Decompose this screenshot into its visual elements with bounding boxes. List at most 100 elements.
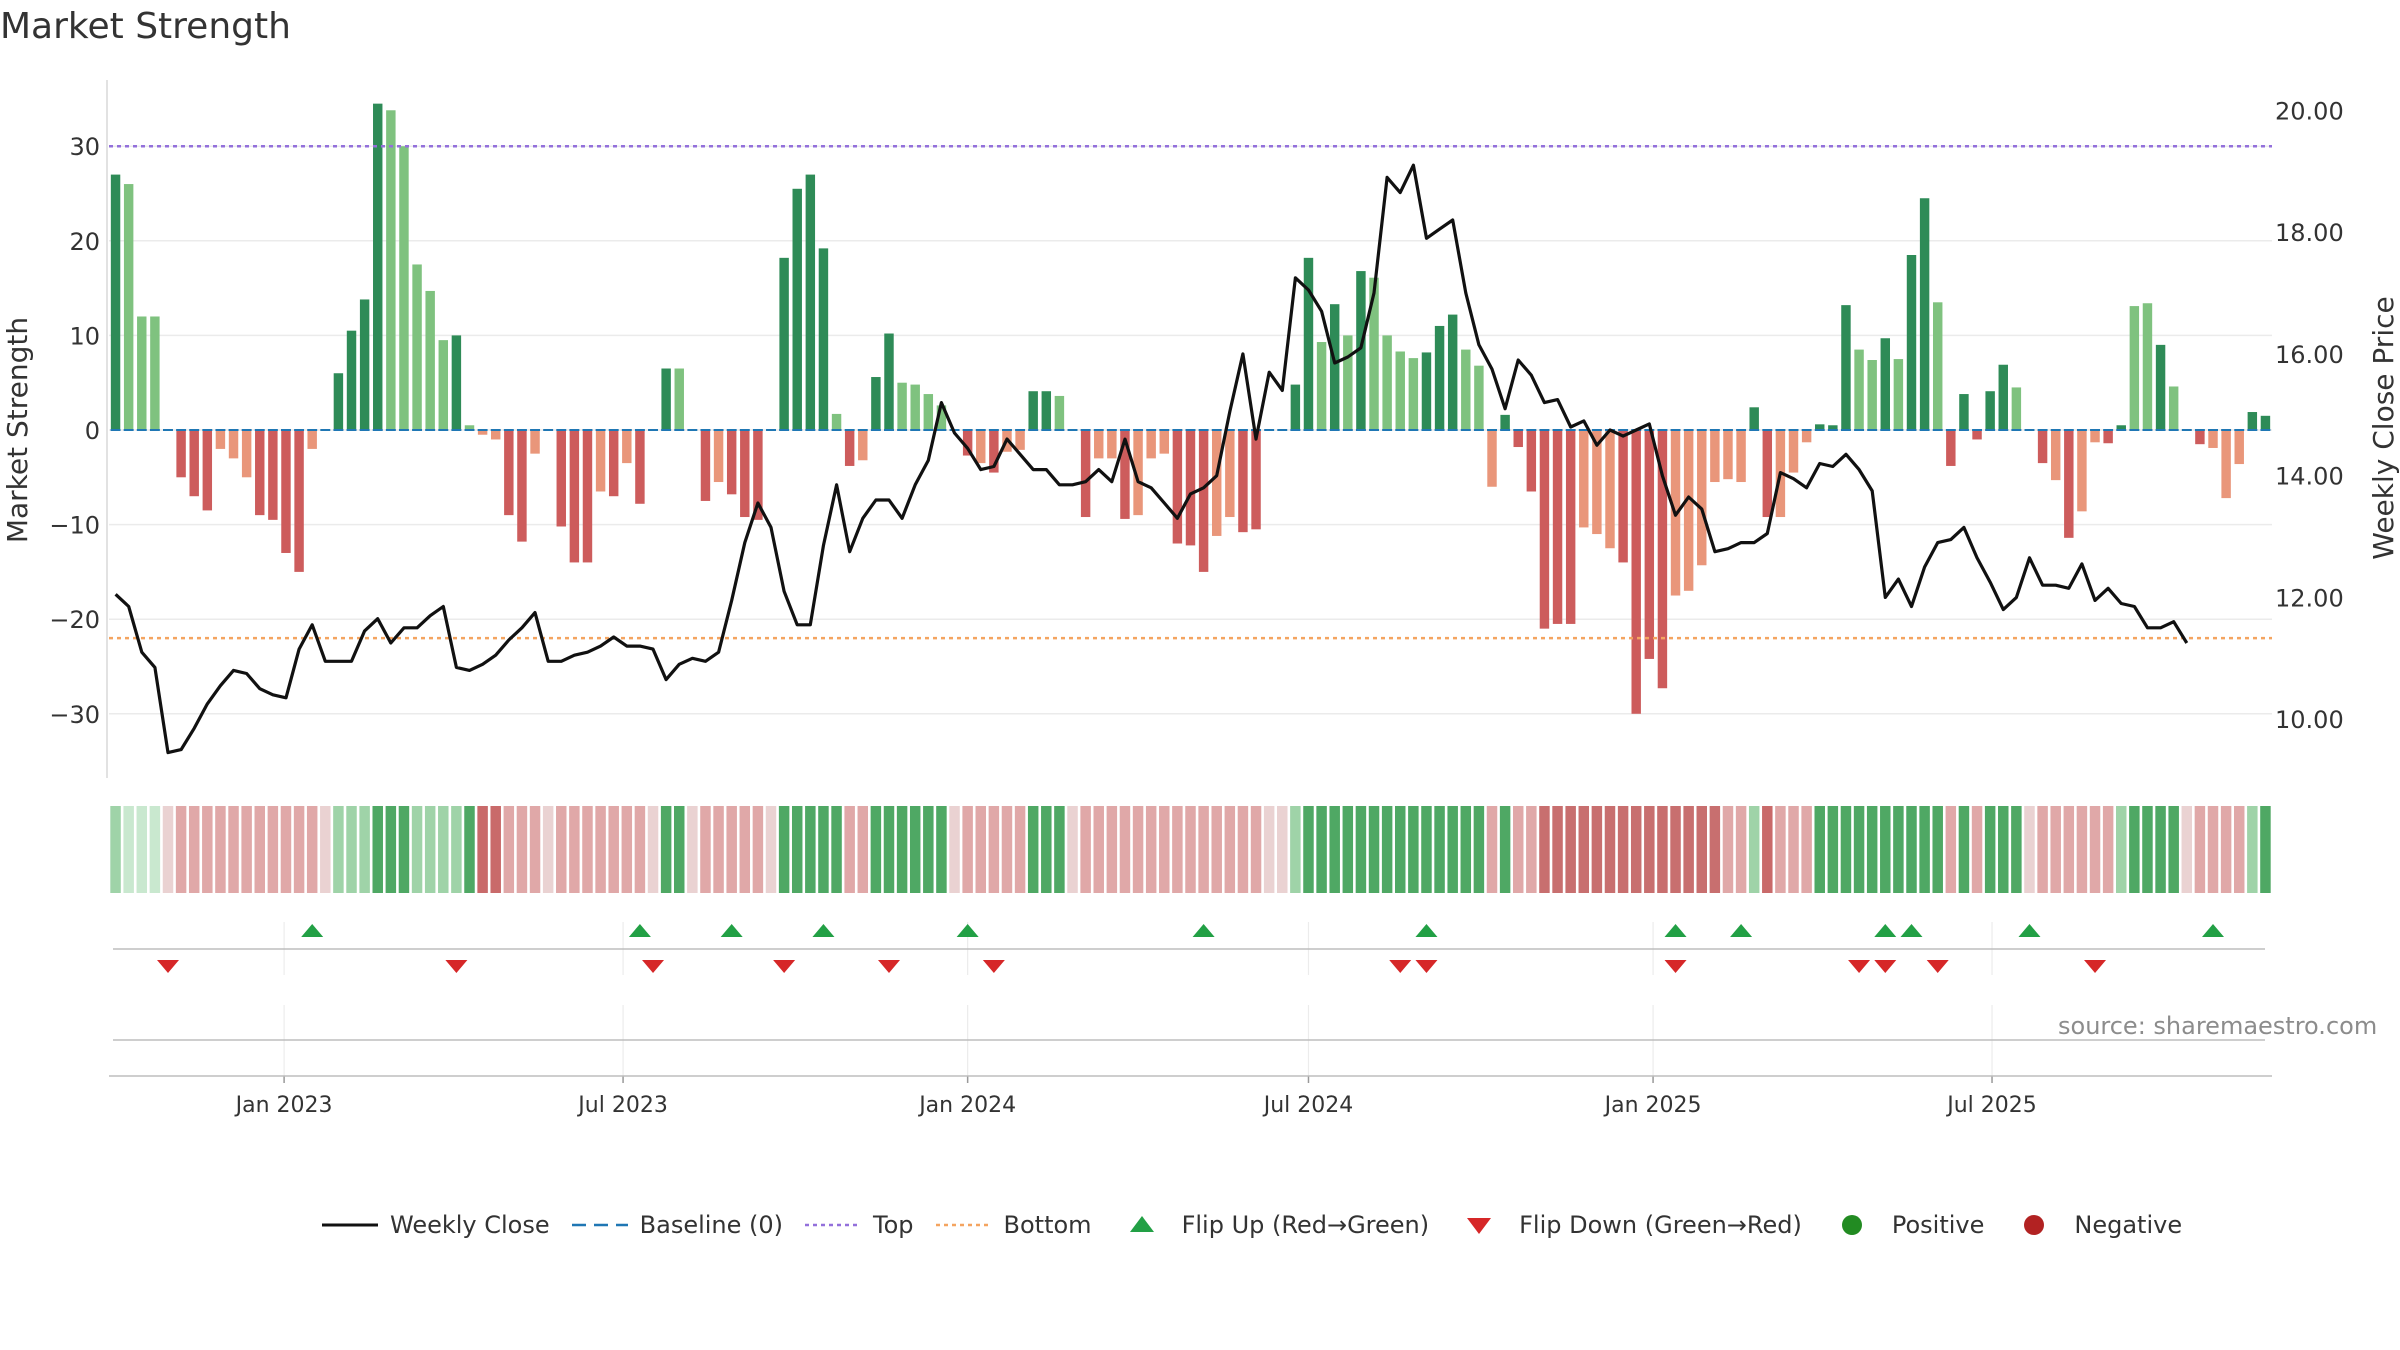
strip-cell: [2102, 806, 2114, 893]
strength-bar-negative: [202, 430, 213, 511]
y-right-tick-label: 10.00: [2275, 706, 2344, 734]
strength-bar-positive: [1749, 407, 1759, 430]
strip-cell: [1145, 806, 1157, 893]
strip-cell: [1866, 806, 1878, 893]
strip-cell: [359, 806, 370, 893]
y-left-tick-label: 20: [69, 228, 100, 256]
strip-cell: [464, 806, 475, 893]
strip-cell: [1434, 806, 1445, 893]
strip-cell: [923, 806, 934, 893]
strip-cell: [1132, 806, 1144, 893]
y-left-tick-label: −10: [49, 512, 100, 540]
strip-cell: [1395, 806, 1406, 893]
strip-cell: [1906, 806, 1917, 893]
strip-cell: [503, 806, 515, 893]
strength-bar-negative: [1238, 430, 1248, 533]
strength-bar-positive: [1434, 325, 1445, 430]
strip-cell: [1408, 806, 1419, 893]
strip-cell: [202, 806, 213, 893]
strip-cell: [477, 806, 488, 893]
legend-item-positive: Positive: [1822, 1211, 1984, 1239]
strength-bar-negative: [595, 430, 606, 492]
legend-item-bottom: Bottom: [934, 1211, 1092, 1239]
strip-cell: [1539, 806, 1550, 893]
strip-cell: [529, 806, 541, 893]
flip-markers: [109, 924, 2272, 1077]
strip-cell: [1840, 806, 1852, 893]
strip-cell: [896, 806, 908, 893]
strength-bar-negative: [176, 430, 186, 478]
strength-bar-negative: [255, 430, 265, 516]
dotted-line-icon: [935, 1223, 992, 1227]
strength-bar-negative: [1094, 430, 1104, 459]
strength-bar-negative: [582, 430, 593, 563]
strength-bar-negative: [1146, 430, 1156, 459]
strip-cell: [1093, 806, 1104, 893]
strength-bar-negative: [858, 430, 868, 461]
flip-up-marker: [1900, 924, 1923, 937]
strip-cell: [411, 806, 423, 893]
strip-cell: [582, 806, 593, 893]
strip-cell: [1683, 806, 1694, 893]
strip-cell: [1958, 806, 1970, 893]
strength-bar-negative: [2103, 430, 2113, 444]
strength-bar-positive: [1959, 394, 1969, 430]
x-tick-label: Jul 2024: [1262, 1093, 1354, 1118]
strength-bar-negative: [1801, 430, 1812, 443]
flip-down-marker: [877, 960, 900, 973]
strength-bar-negative: [753, 430, 763, 520]
strength-bar-positive: [1447, 314, 1458, 430]
strength-bar-positive: [1815, 424, 1825, 430]
strip-cell: [306, 806, 318, 893]
strip-cell: [1565, 806, 1576, 893]
strength-bar-negative: [1552, 430, 1563, 624]
strength-bar-negative: [1015, 430, 1025, 450]
strip-cell: [2247, 806, 2258, 893]
strip-cell: [1762, 806, 1773, 893]
strip-cell: [870, 806, 882, 893]
strength-bar-negative: [1644, 430, 1655, 659]
strength-bar-positive: [1329, 304, 1340, 430]
solid-line-icon: [322, 1223, 378, 1227]
strip-cell: [2076, 806, 2088, 893]
strip-cell: [1342, 806, 1354, 893]
strip-cell: [1250, 806, 1262, 893]
strength-bar-negative: [1710, 430, 1720, 483]
strip-cell: [1185, 806, 1196, 893]
strip-cell: [1486, 806, 1498, 893]
flip-down-marker: [773, 960, 796, 973]
strip-cell: [188, 806, 200, 893]
strip-cell: [569, 806, 580, 893]
strength-bar-positive: [1041, 391, 1052, 430]
flip-down-marker: [2084, 960, 2107, 973]
strength-bar-negative: [2064, 430, 2074, 538]
strip-cell: [1945, 806, 1957, 893]
strip-cell: [1499, 806, 1511, 893]
legend-item-top: Top: [803, 1211, 914, 1239]
strength-bar-negative: [1723, 430, 1733, 480]
strength-bar-negative: [517, 430, 527, 542]
strength-bar-positive: [923, 394, 934, 430]
weekly-close-series-line: [114, 163, 2189, 755]
strip-cell: [215, 806, 226, 893]
strength-bar-negative: [556, 430, 566, 527]
strength-bar-positive: [373, 103, 383, 430]
flip-down-marker: [1874, 960, 1897, 973]
strength-bar-negative: [1618, 430, 1628, 563]
strip-cell: [398, 806, 410, 893]
strength-bar-positive: [779, 257, 789, 430]
strip-cell: [2142, 806, 2153, 893]
legend-label: Weekly Close: [390, 1211, 550, 1239]
strip-cell: [1893, 806, 1904, 893]
strength-bar-positive: [2142, 303, 2153, 430]
strip-cell: [2181, 806, 2193, 893]
strip-cell: [1932, 806, 1943, 893]
strip-cell: [1263, 806, 1275, 893]
strip-cell: [1512, 806, 1524, 893]
strip-cell: [1027, 806, 1039, 893]
y-right-axis-title: Weekly Close Price: [2367, 296, 2400, 559]
strength-bar-positive: [1421, 352, 1432, 430]
strength-bar-positive: [661, 368, 671, 430]
strip-cell: [1014, 806, 1026, 893]
strength-bar-negative: [1697, 430, 1707, 566]
